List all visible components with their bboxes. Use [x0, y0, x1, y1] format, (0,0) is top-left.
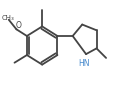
Text: O: O	[15, 21, 21, 30]
Text: CH₃: CH₃	[2, 15, 15, 21]
Text: HN: HN	[78, 59, 89, 68]
